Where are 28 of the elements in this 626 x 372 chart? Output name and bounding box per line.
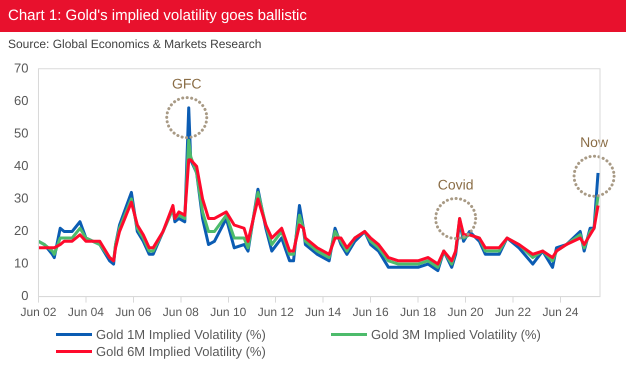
x-tick-label: Jun 14 [305,305,342,320]
y-tick-label: 60 [14,92,28,108]
y-tick-label: 20 [14,223,28,238]
legend-label: Gold 6M Implied Volatility (%) [96,344,266,359]
x-tick-label: Jun 12 [258,305,294,320]
annotation: GFC [172,75,202,92]
legend-label: Gold 3M Implied Volatility (%) [371,327,541,342]
x-tick-label: Jun 04 [68,305,104,320]
x-tick-label: Jun 08 [162,305,200,320]
x-tick-label: Jun 16 [352,305,389,320]
y-tick-label: 40 [14,158,28,174]
x-tick-label: Jun 24 [542,305,579,320]
y-tick-label: 10 [14,256,28,271]
y-tick-label: 50 [14,125,28,140]
y-tick-label: 0 [21,288,28,304]
y-tick-label: 30 [14,190,28,206]
legend-label: Gold 1M Implied Volatility (%) [96,327,266,342]
x-tick-label: Jun 06 [115,305,152,320]
x-tick-label: Jun 22 [494,305,532,320]
x-tick-label: Jun 18 [400,305,436,320]
y-tick-label: 70 [14,60,28,76]
x-tick-label: Jun 20 [448,305,484,320]
x-tick-label: Jun 10 [210,305,247,320]
source-note: Source: Global Economics & Markets Research [7,36,262,51]
chart-title: Chart 1: Gold's implied volatility goes ballistic [0,0,626,32]
x-tick-label: Jun 02 [20,305,57,320]
annotation: Covid [438,176,474,192]
annotation: Now [580,134,609,150]
